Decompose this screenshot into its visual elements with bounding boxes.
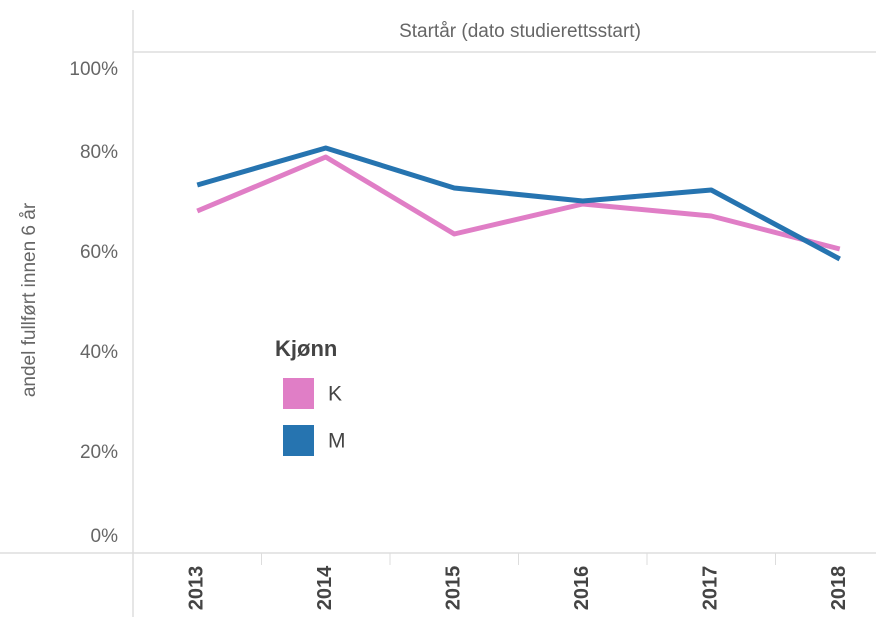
legend-swatch bbox=[283, 425, 314, 456]
y-tick-label: 60% bbox=[80, 242, 118, 263]
x-axis-title: Startår (dato studierettsstart) bbox=[399, 21, 641, 42]
x-tick-label: 2018 bbox=[828, 566, 850, 611]
y-tick-label: 0% bbox=[91, 526, 119, 547]
legend-label: M bbox=[328, 430, 346, 453]
x-tick-label: 2014 bbox=[314, 565, 336, 610]
x-tick-label: 2017 bbox=[700, 566, 722, 611]
y-axis-title: andel fullført innen 6 år bbox=[19, 202, 40, 397]
legend-swatch bbox=[283, 378, 314, 409]
x-tick-label: 2015 bbox=[443, 566, 465, 611]
y-tick-label: 80% bbox=[80, 142, 118, 163]
x-tick-label: 2016 bbox=[571, 566, 593, 611]
y-tick-label: 40% bbox=[80, 342, 118, 363]
series-line bbox=[196, 145, 841, 262]
legend-title: Kjønn bbox=[275, 336, 337, 361]
series-line bbox=[196, 154, 841, 252]
y-tick-label: 20% bbox=[80, 442, 118, 463]
x-tick-label: 2013 bbox=[186, 566, 208, 611]
y-tick-label: 100% bbox=[69, 59, 118, 80]
legend-label: K bbox=[328, 383, 342, 406]
